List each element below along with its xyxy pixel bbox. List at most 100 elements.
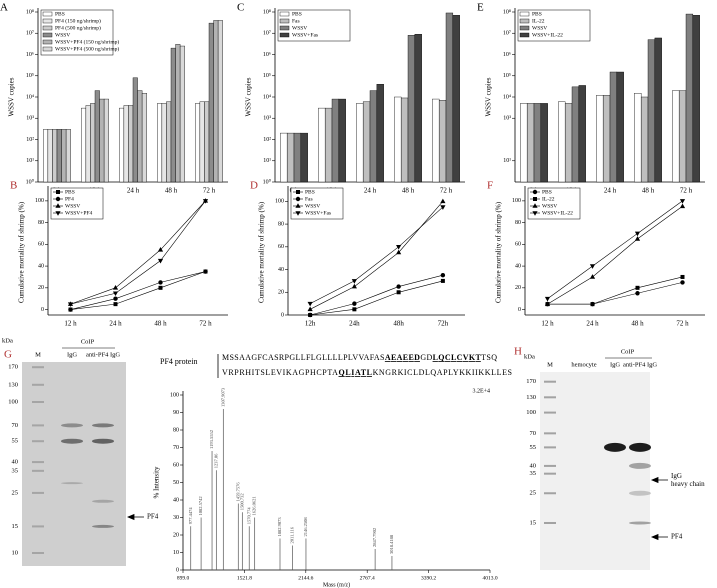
y-tick-label: 10⁴ xyxy=(503,94,511,100)
legend-swatch xyxy=(519,11,530,17)
unit-label: kDa xyxy=(2,337,13,344)
sequence-segment: VRPRHITSLEVIKAGPHCPTA xyxy=(222,368,338,377)
y-tick-label: 10⁷ xyxy=(263,31,271,37)
marker xyxy=(113,296,118,301)
gel-band xyxy=(92,524,114,528)
y-tick-label: 10⁶ xyxy=(503,52,511,58)
bar xyxy=(119,107,125,183)
y-tick-label: 0 xyxy=(518,307,521,313)
lane-label: hemocyte xyxy=(571,361,596,368)
bar xyxy=(280,132,288,183)
marker-label: 170 xyxy=(8,364,18,371)
y-tick-label: 0 xyxy=(176,567,179,573)
sequence-segment: TSQ xyxy=(481,353,497,362)
marker xyxy=(533,197,537,201)
y-tick-label: 80 xyxy=(278,221,284,227)
x-tick-label: 899.0 xyxy=(177,575,190,581)
peak-label: 3018.4188 xyxy=(389,534,394,554)
bar xyxy=(520,103,528,183)
y-tick-label: 60 xyxy=(278,244,284,250)
legend-label: WSSV xyxy=(55,32,70,38)
bar xyxy=(445,12,454,183)
bar xyxy=(540,103,548,183)
y-tick-label: 40 xyxy=(278,267,284,273)
legend-label: PBS xyxy=(65,189,75,195)
arrow-label-part: heavy chain xyxy=(671,480,705,488)
bar xyxy=(204,101,210,183)
y-axis-label: Cumulative mortality of shrimp (%) xyxy=(258,201,266,303)
x-tick-label: 4013.0 xyxy=(482,575,497,581)
marker xyxy=(295,196,301,202)
series-line xyxy=(547,200,683,299)
legend-label: Fas xyxy=(305,196,313,202)
legend-label: WSSV+Fas xyxy=(292,32,318,38)
y-tick-label: 60 xyxy=(38,242,44,248)
x-tick-label: 48 h xyxy=(402,187,415,195)
y-tick-label: 80 xyxy=(515,220,521,226)
lane-label: IgG xyxy=(67,351,77,358)
peak-label: 1193.5552 xyxy=(209,430,214,449)
bar xyxy=(414,34,422,183)
y-axis-label: Cumulative mortality of shrimp (%) xyxy=(18,201,26,303)
annotation: 3.2E+4 xyxy=(472,388,490,394)
bar xyxy=(356,103,364,183)
bar xyxy=(692,15,700,183)
legend-swatch xyxy=(42,11,53,17)
legend-label: PBS xyxy=(305,189,315,195)
marker xyxy=(68,307,73,312)
y-tick-label: 10 xyxy=(173,550,179,556)
bar xyxy=(175,44,181,183)
marker-label: 55 xyxy=(530,444,537,451)
marker xyxy=(112,285,119,290)
arrow-label: PF4 xyxy=(671,533,683,541)
legend-swatch xyxy=(42,18,53,24)
ladder-band xyxy=(544,521,556,524)
gel-band xyxy=(629,490,651,496)
bar xyxy=(157,103,163,183)
marker xyxy=(295,211,301,216)
legend-swatch xyxy=(519,18,530,24)
y-tick-label: 10⁶ xyxy=(263,52,271,58)
y-tick-label: 10⁶ xyxy=(26,52,34,58)
marker xyxy=(158,285,163,290)
legend-swatch xyxy=(279,32,290,38)
legend-label: WSSV+PF4 (150 ng/shrimp) xyxy=(55,38,119,45)
marker xyxy=(680,280,685,285)
legend-box xyxy=(517,9,591,42)
legend-label: WSSV+IL-22 xyxy=(542,210,573,216)
sequence-segment: MSSAAGFCASRPGLLFLGLLLLPLVVAFAS xyxy=(222,353,385,362)
legend-box xyxy=(277,9,351,42)
y-tick-label: 100 xyxy=(170,392,179,398)
y-tick-label: 20 xyxy=(38,285,44,291)
arrow xyxy=(650,476,668,484)
y-axis-label: Cumulative mortality of shrimp (%) xyxy=(495,201,503,303)
gel-band xyxy=(604,442,626,452)
bar xyxy=(533,103,542,183)
peak-label: 1570.774 xyxy=(246,507,251,525)
bar xyxy=(407,35,416,183)
bar xyxy=(616,71,624,183)
bar xyxy=(634,93,642,183)
peak-label: 1500.732 xyxy=(239,493,244,510)
bar xyxy=(564,103,573,183)
x-tick-label: 2767.4 xyxy=(360,575,375,581)
y-tick-label: 10⁸ xyxy=(263,9,271,15)
bar xyxy=(324,107,333,183)
marker-label: 170 xyxy=(526,378,536,385)
ladder-band xyxy=(32,461,44,464)
gel-image xyxy=(540,372,650,570)
lane-label: anti-PF4 IgG xyxy=(623,361,657,368)
y-tick-label: 10¹ xyxy=(26,158,34,164)
y-tick-label: 100 xyxy=(35,198,44,204)
bar xyxy=(286,132,295,183)
y-tick-label: 60 xyxy=(173,462,179,468)
x-tick-label: 48 h xyxy=(642,187,655,195)
ladder-band xyxy=(32,440,44,443)
bar xyxy=(179,45,185,183)
marker xyxy=(55,196,61,202)
marker xyxy=(158,280,163,285)
lane-label: M xyxy=(35,351,41,358)
y-tick-label: 10⁰ xyxy=(26,178,35,185)
x-axis-label: Mass (m/z) xyxy=(323,581,350,588)
